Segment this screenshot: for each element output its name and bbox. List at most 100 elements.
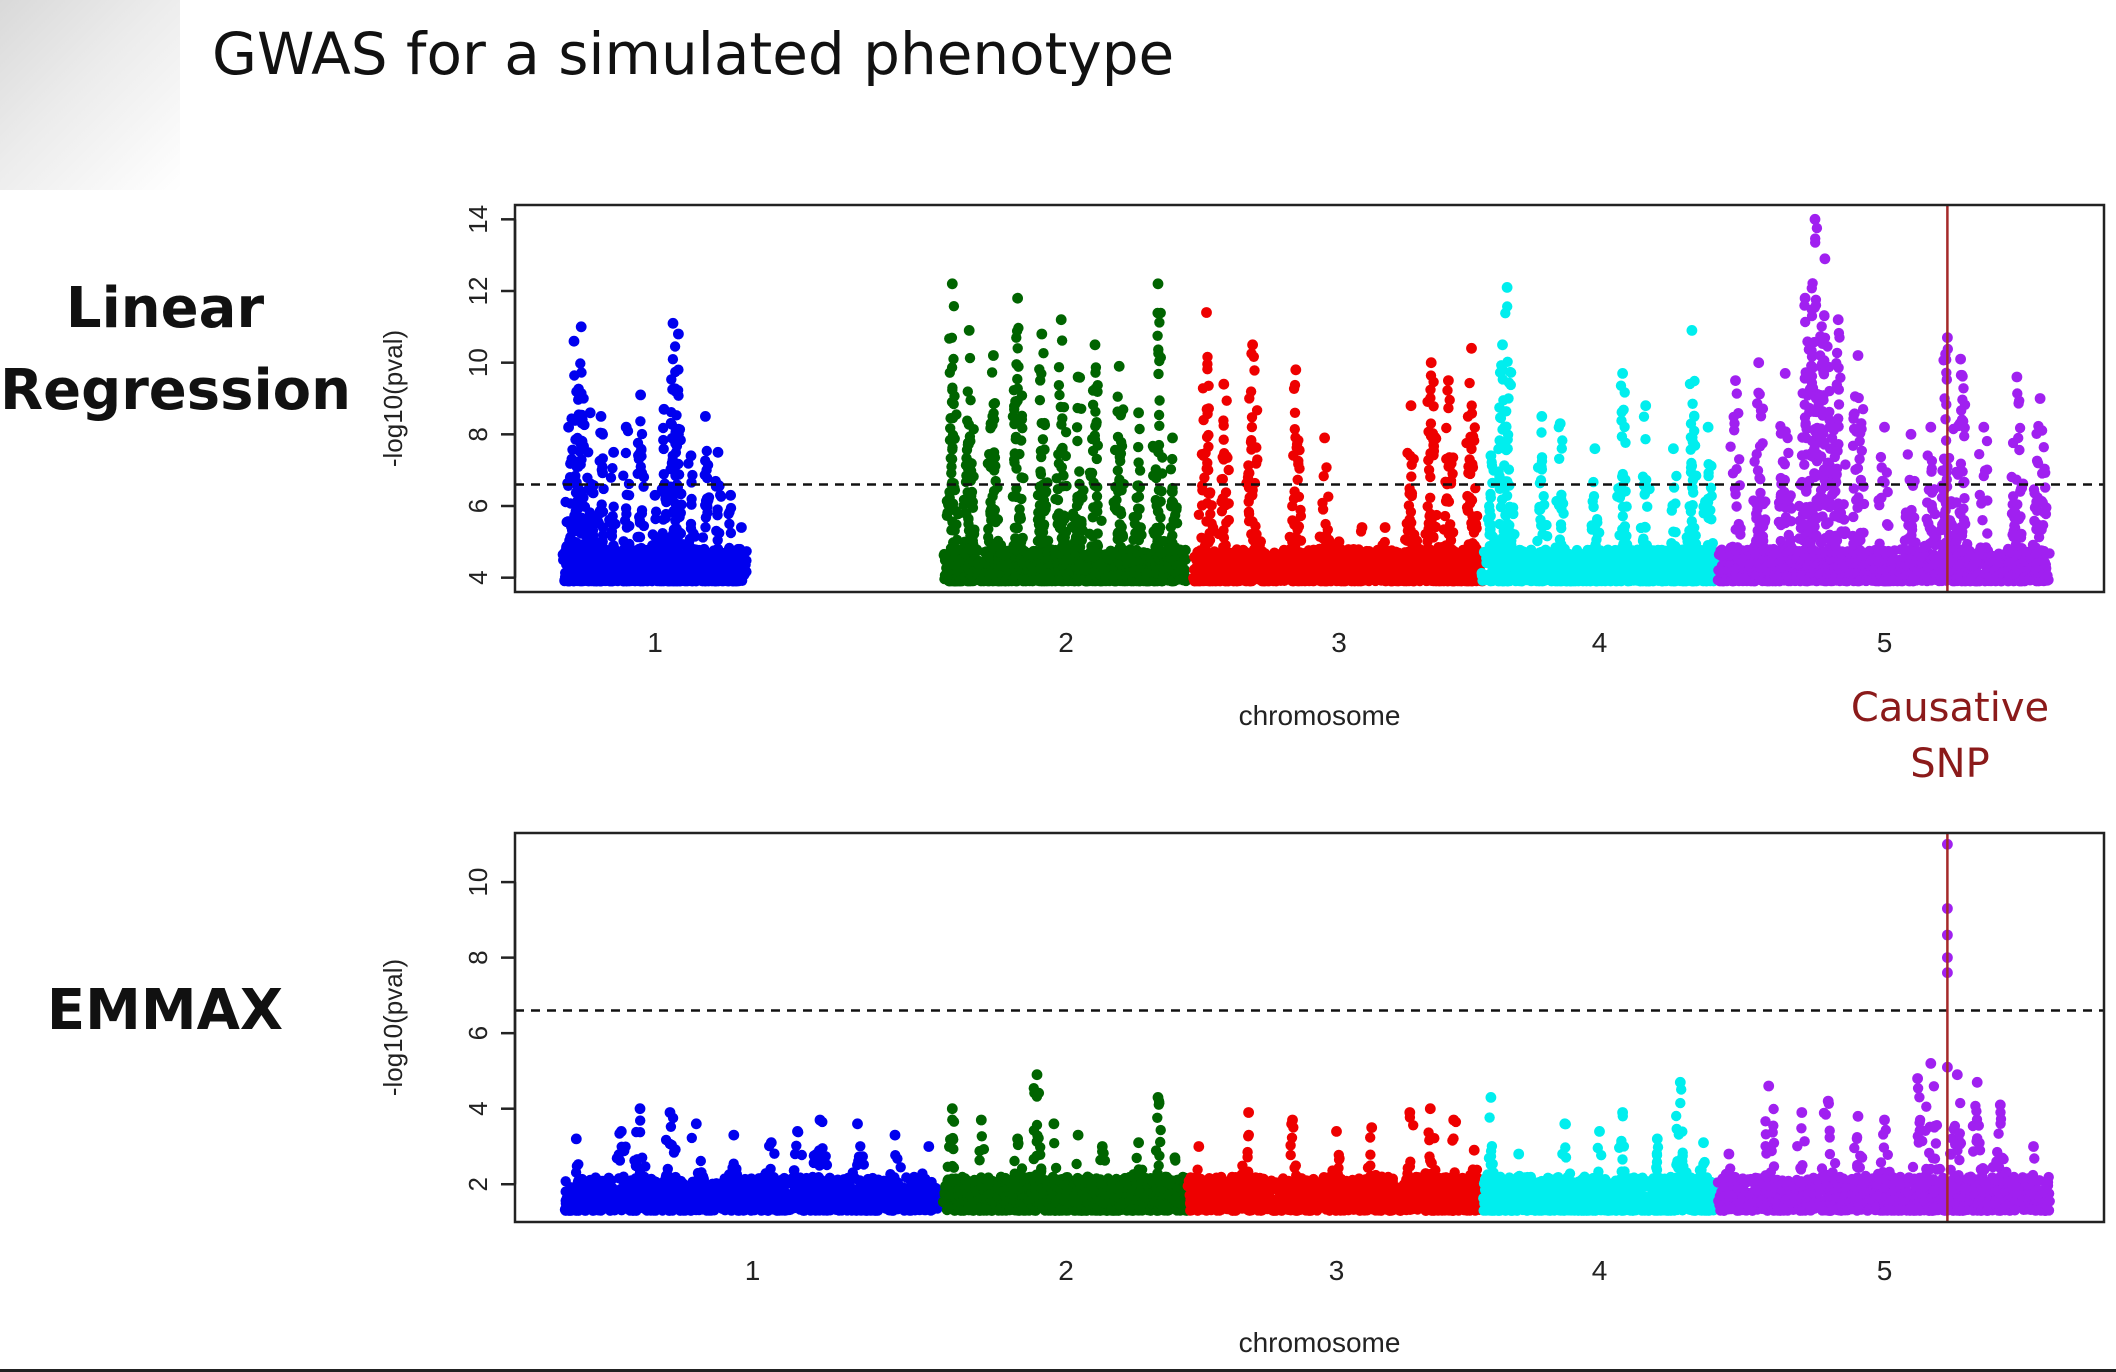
- snp-point: [1425, 418, 1437, 429]
- snp-point: [636, 428, 648, 440]
- snp-point: [1042, 477, 1053, 488]
- snp-point: [1167, 453, 1178, 465]
- snp-point: [597, 467, 608, 479]
- snp-point: [1246, 421, 1258, 433]
- snp-point: [1171, 504, 1182, 515]
- snp-point: [1016, 435, 1027, 446]
- snp-point: [607, 463, 618, 474]
- snp-point: [673, 423, 684, 435]
- snp-point: [1466, 400, 1477, 411]
- snp-point: [1293, 491, 1305, 502]
- snp-point: [671, 410, 682, 421]
- snp-point: [597, 522, 609, 533]
- snp-point: [1534, 478, 1546, 489]
- linear-regression-label-line2: Regression: [0, 358, 351, 423]
- snp-point: [1012, 522, 1023, 534]
- snp-point: [948, 398, 959, 410]
- snp-point: [947, 429, 959, 441]
- snp-point: [1061, 480, 1072, 492]
- snp-peak-point: [1201, 307, 1212, 318]
- snp-point: [635, 416, 646, 427]
- snp-point: [1202, 358, 1213, 370]
- snp-point: [1012, 343, 1023, 354]
- snp-point: [566, 453, 577, 465]
- snp-point: [986, 367, 998, 378]
- snp-point: [714, 480, 725, 492]
- snp-point: [1054, 389, 1065, 401]
- snp-peak-point: [685, 450, 697, 462]
- snp-point: [1013, 361, 1024, 372]
- snp-peak-point: [584, 407, 596, 419]
- snp-point: [1221, 395, 1232, 406]
- snp-point: [1034, 395, 1046, 406]
- snp-peak-point: [1443, 375, 1454, 386]
- snp-point: [1218, 434, 1229, 445]
- snp-point: [992, 514, 1004, 525]
- snp-point: [597, 536, 608, 547]
- snp-point: [1406, 488, 1418, 499]
- snp-point: [1016, 533, 1027, 544]
- snp-point: [1251, 405, 1263, 416]
- snp-point: [1409, 529, 1420, 540]
- snp-point: [597, 429, 608, 440]
- snp-point: [1153, 525, 1165, 537]
- snp-point: [1167, 530, 1178, 541]
- snp-peak-point: [1218, 378, 1230, 390]
- snp-point: [608, 501, 619, 512]
- snp-point: [1036, 368, 1047, 379]
- snp-point: [673, 458, 684, 470]
- snp-point: [1502, 429, 1514, 440]
- snp-point: [1134, 465, 1146, 476]
- snp-point: [1502, 301, 1513, 312]
- snp-point: [1134, 503, 1145, 515]
- snp-peak-point: [963, 325, 975, 336]
- snp-point: [1509, 529, 1520, 540]
- snp-point: [1090, 362, 1102, 373]
- snp-point: [687, 469, 698, 481]
- snp-point: [1053, 362, 1065, 373]
- snp-point: [1441, 422, 1452, 434]
- snp-point: [715, 489, 726, 501]
- snp-point: [1057, 413, 1068, 424]
- snp-peak-point: [700, 411, 711, 422]
- snp-point: [712, 504, 723, 515]
- snp-point: [638, 471, 650, 483]
- snp-point: [1249, 365, 1260, 376]
- snp-point: [1092, 528, 1103, 539]
- snp-point: [1013, 322, 1024, 334]
- snp-point: [610, 518, 621, 530]
- snp-point: [1471, 510, 1483, 522]
- snp-point: [1167, 486, 1178, 498]
- snp-peak-point: [712, 446, 724, 458]
- snp-point: [1091, 453, 1103, 465]
- snp-point: [1469, 422, 1481, 433]
- snp-point: [1222, 452, 1233, 463]
- snp-point: [588, 487, 599, 499]
- snp-point: [636, 505, 648, 516]
- snp-point: [1117, 531, 1129, 543]
- snp-point: [1090, 406, 1101, 417]
- snp-point: [987, 412, 999, 423]
- snp-point: [1423, 464, 1435, 476]
- snp-point: [675, 489, 686, 500]
- snp-peak-point: [1466, 342, 1477, 354]
- snp-point: [1406, 471, 1417, 482]
- snp-point: [1441, 493, 1453, 504]
- snp-point: [1041, 486, 1052, 497]
- snp-point: [962, 386, 973, 397]
- snp-point: [1155, 496, 1166, 507]
- snp-peak-point: [736, 522, 747, 533]
- snp-point: [579, 419, 590, 431]
- snp-point: [741, 566, 752, 577]
- snp-peak-point: [595, 411, 607, 422]
- snp-point: [685, 518, 697, 530]
- chromosome-2-points: [938, 278, 1192, 587]
- snp-peak-point: [946, 278, 958, 290]
- snp-point: [1200, 447, 1211, 459]
- snp-point: [1092, 440, 1104, 451]
- snp-point: [1154, 420, 1165, 431]
- snp-point: [1039, 417, 1050, 429]
- snp-point: [1039, 444, 1050, 455]
- snp-point: [1289, 407, 1301, 418]
